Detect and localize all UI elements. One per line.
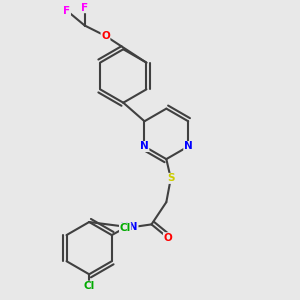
Text: Cl: Cl — [119, 223, 131, 233]
Text: N: N — [184, 142, 193, 152]
Text: Cl: Cl — [83, 281, 95, 291]
Text: F: F — [63, 6, 70, 16]
Text: HN: HN — [121, 222, 138, 233]
Text: O: O — [101, 31, 110, 41]
Text: S: S — [167, 173, 175, 183]
Text: N: N — [140, 142, 149, 152]
Text: O: O — [164, 233, 172, 243]
Text: F: F — [81, 3, 88, 13]
